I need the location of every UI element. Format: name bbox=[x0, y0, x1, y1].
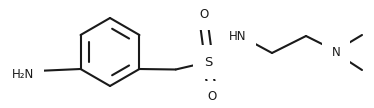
Text: HN: HN bbox=[229, 29, 247, 43]
Text: N: N bbox=[332, 45, 340, 59]
Text: O: O bbox=[199, 7, 209, 21]
Text: O: O bbox=[207, 91, 217, 103]
Text: H₂N: H₂N bbox=[12, 68, 34, 82]
Text: S: S bbox=[204, 56, 212, 68]
